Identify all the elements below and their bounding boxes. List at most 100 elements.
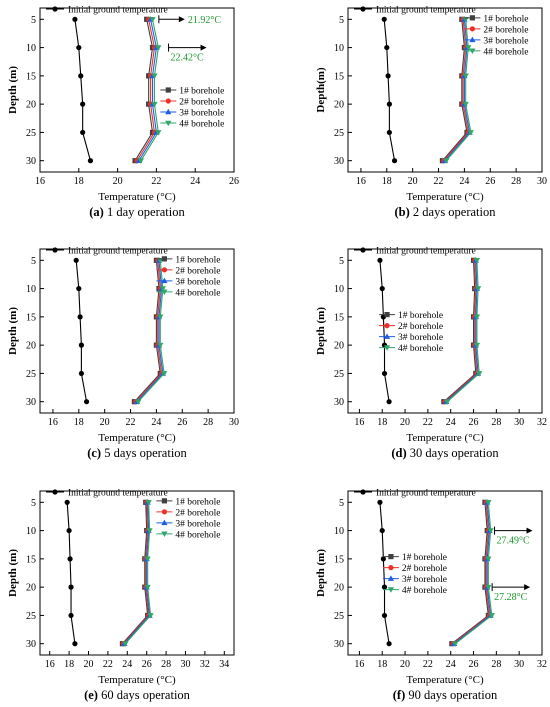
legend-label: 2# borehole xyxy=(402,564,447,574)
caption-text: 5 days operation xyxy=(101,446,187,460)
x-tick-label: 18 xyxy=(377,659,387,670)
x-axis-label: Temperature (°C) xyxy=(98,432,176,444)
y-tick-label: 15 xyxy=(334,554,344,565)
data-point xyxy=(161,267,167,273)
caption-letter: (f) xyxy=(393,688,406,702)
data-point xyxy=(381,16,387,22)
data-point xyxy=(157,342,164,349)
series-line xyxy=(453,502,492,645)
data-point xyxy=(485,584,492,591)
x-tick-label: 20 xyxy=(100,417,110,428)
legend-label: 3# borehole xyxy=(398,333,443,343)
x-axis-label: Temperature (°C) xyxy=(406,432,484,444)
y-tick-label: 5 xyxy=(339,256,344,267)
y-tick-label: 15 xyxy=(26,71,36,82)
y-tick-label: 30 xyxy=(26,397,36,408)
x-tick-label: 16 xyxy=(35,176,45,187)
data-point xyxy=(68,612,74,619)
plot-frame xyxy=(347,248,543,414)
chart-panel: 16 18 20 22 24 26 28 30 32 5 10 15 20 25 30 Temperature… xyxy=(315,247,547,461)
y-axis-label: Depth (m) xyxy=(7,307,19,355)
legend-label: 4# borehole xyxy=(175,530,220,540)
data-point xyxy=(155,130,162,136)
legend-label: 1# borehole xyxy=(175,497,220,507)
data-point xyxy=(360,247,366,253)
chart-panel: 16 18 20 22 24 26 28 30 5 10 15 20 25 30 Temperature (… xyxy=(7,247,239,461)
legend-label: 3# borehole xyxy=(402,575,447,585)
data-point xyxy=(469,26,475,32)
legend-label: 3# borehole xyxy=(179,109,224,119)
annotation-arrowhead xyxy=(178,16,185,23)
data-point xyxy=(122,641,129,647)
y-tick-label: 20 xyxy=(334,583,344,594)
y-axis-label: Depth (m) xyxy=(7,66,19,114)
annotation-label: 27.49°C xyxy=(497,536,530,547)
x-axis-label: Temperature (°C) xyxy=(98,191,176,203)
series-line xyxy=(379,502,390,644)
series-line xyxy=(443,19,469,162)
x-tick-label: 28 xyxy=(203,417,213,428)
y-tick-label: 20 xyxy=(26,341,36,352)
chart-panel: 16 18 20 22 24 26 28 30 32 34 5 10 15 20 25 30 Temperatu… xyxy=(7,489,235,702)
y-tick-label: 10 xyxy=(334,526,344,537)
data-point xyxy=(165,108,172,115)
legend-label: 4# borehole xyxy=(398,344,443,354)
data-point xyxy=(161,519,168,526)
caption-text: 2 days operation xyxy=(410,205,496,219)
y-tick-label: 10 xyxy=(26,284,36,295)
data-point xyxy=(377,499,383,505)
caption-text: 60 days operation xyxy=(98,688,191,702)
series-line xyxy=(444,260,478,403)
legend-label: 2# borehole xyxy=(398,322,443,332)
data-point xyxy=(66,527,72,534)
data-point xyxy=(488,613,495,619)
data-point xyxy=(462,17,469,23)
x-tick-label: 26 xyxy=(469,659,479,670)
x-tick-label: 32 xyxy=(200,659,210,670)
y-tick-label: 10 xyxy=(334,284,344,295)
data-point xyxy=(151,101,158,108)
data-point xyxy=(72,641,78,647)
x-tick-label: 16 xyxy=(354,417,364,428)
data-point xyxy=(147,613,154,619)
x-tick-label: 24 xyxy=(446,659,456,670)
series-line xyxy=(136,260,164,403)
x-tick-label: 20 xyxy=(400,417,410,428)
data-point xyxy=(381,612,388,619)
data-point xyxy=(388,565,394,571)
annotation-arrowhead xyxy=(526,527,533,534)
legend-label: 1# borehole xyxy=(179,87,224,97)
y-axis-label: Depth (m) xyxy=(315,549,327,597)
plot-frame xyxy=(347,490,543,656)
plot-frame xyxy=(39,248,235,414)
x-tick-label: 26 xyxy=(469,417,479,428)
y-tick-label: 30 xyxy=(334,639,344,650)
x-tick-label: 26 xyxy=(177,417,187,428)
data-point xyxy=(144,584,151,591)
data-point xyxy=(385,73,391,79)
y-tick-label: 25 xyxy=(334,369,344,380)
data-point xyxy=(155,45,162,51)
data-point xyxy=(78,73,84,79)
data-point xyxy=(165,120,172,127)
x-tick-label: 18 xyxy=(382,176,392,187)
data-point xyxy=(76,44,82,51)
x-tick-label: 22 xyxy=(103,659,113,670)
caption-text: 1 day operation xyxy=(104,205,186,219)
data-point xyxy=(386,101,392,107)
data-point xyxy=(64,499,70,505)
data-point xyxy=(87,158,94,164)
series-line xyxy=(452,502,491,645)
y-tick-label: 20 xyxy=(26,100,36,111)
data-point xyxy=(72,16,78,22)
data-point xyxy=(73,257,79,263)
series-line xyxy=(140,19,159,161)
legend-label: 2# borehole xyxy=(175,508,220,518)
data-point xyxy=(386,129,392,136)
figure-caption: (c) 5 days operation xyxy=(87,446,187,460)
plot-frame xyxy=(39,490,235,656)
data-point xyxy=(135,399,142,405)
y-tick-label: 15 xyxy=(334,312,344,323)
legend-label: 3# borehole xyxy=(175,277,220,287)
x-tick-label: 32 xyxy=(537,659,547,670)
